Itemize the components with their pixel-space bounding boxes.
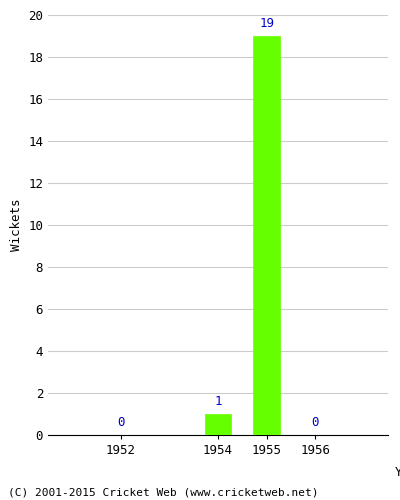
Text: Year: Year	[395, 466, 400, 478]
Y-axis label: Wickets: Wickets	[10, 198, 22, 251]
Text: (C) 2001-2015 Cricket Web (www.cricketweb.net): (C) 2001-2015 Cricket Web (www.cricketwe…	[8, 488, 318, 498]
Text: 19: 19	[259, 16, 274, 30]
Text: 0: 0	[311, 416, 319, 428]
Text: 1: 1	[214, 394, 222, 407]
Bar	[205, 414, 231, 435]
Text: 0: 0	[117, 416, 125, 428]
Bar	[253, 36, 280, 435]
